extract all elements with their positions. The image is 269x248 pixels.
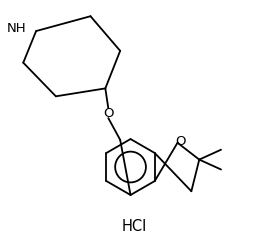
- Text: HCl: HCl: [121, 219, 147, 234]
- Text: NH: NH: [6, 22, 26, 34]
- Text: O: O: [103, 107, 114, 120]
- Text: O: O: [175, 135, 186, 148]
